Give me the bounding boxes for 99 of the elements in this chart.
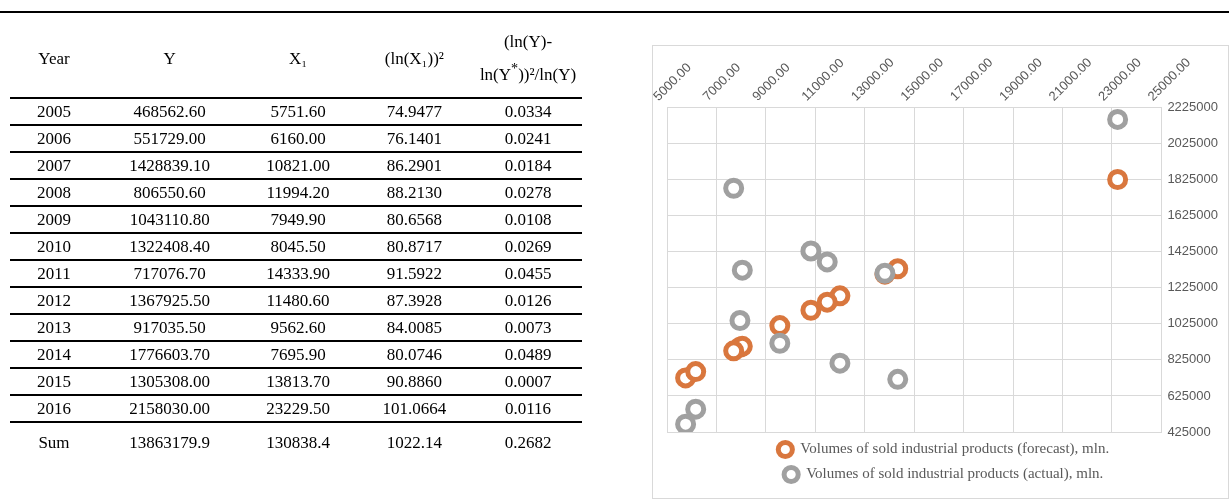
data-label: 0.2682 bbox=[503, 431, 553, 454]
point bbox=[887, 368, 909, 390]
y-tick-label: 2016 bbox=[10, 395, 98, 422]
data-label: 0.0334 bbox=[474, 98, 582, 125]
y-tick-label: 2225000 bbox=[1167, 98, 1219, 114]
y-tick-label: 2013 bbox=[10, 314, 98, 341]
y-tick-label: Sum bbox=[37, 431, 71, 454]
point bbox=[675, 413, 697, 432]
data-label: 1305308.00 bbox=[98, 368, 242, 395]
data-label: 80.0746 bbox=[354, 341, 474, 368]
data-label: 1367925.50 bbox=[98, 287, 242, 314]
data-label: 468562.60 bbox=[98, 98, 242, 125]
data-label: 11480.60 bbox=[241, 287, 355, 314]
point bbox=[723, 177, 745, 199]
data-label: 80.6568 bbox=[354, 206, 474, 233]
data-label: 14333.90 bbox=[241, 260, 355, 287]
y-tick-label: 2006 bbox=[10, 125, 98, 152]
y-tick-label: 825000 bbox=[1167, 351, 1211, 367]
data-label: 0.0455 bbox=[474, 260, 582, 287]
data-label: 13813.70 bbox=[241, 368, 355, 395]
point bbox=[729, 310, 751, 332]
point bbox=[685, 361, 707, 383]
data-label: 7949.90 bbox=[241, 206, 355, 233]
y-tick-label: 2005 bbox=[10, 98, 98, 125]
y-axis-title: Year bbox=[10, 20, 98, 98]
data-label: 91.5922 bbox=[354, 260, 474, 287]
y-tick-label: 2012 bbox=[10, 287, 98, 314]
y-tick-label: 625000 bbox=[1167, 387, 1211, 403]
point bbox=[731, 259, 753, 281]
point bbox=[800, 240, 822, 262]
data-label: 551729.00 bbox=[98, 125, 242, 152]
point bbox=[769, 315, 791, 337]
data-label: 86.2901 bbox=[354, 152, 474, 179]
x-tick-label: (ln(Y)-ln(Y$^{*}$))²/ln(Y) bbox=[474, 20, 582, 98]
y-tick-label: 2007 bbox=[10, 152, 98, 179]
data-label: 23229.50 bbox=[241, 395, 355, 422]
data-label: 7695.90 bbox=[241, 341, 355, 368]
y-tick-label: 2014 bbox=[10, 341, 98, 368]
data-label: 917035.50 bbox=[98, 314, 242, 341]
data-label: 87.3928 bbox=[354, 287, 474, 314]
y-tick-label: 2009 bbox=[10, 206, 98, 233]
data-label: 5751.60 bbox=[241, 98, 355, 125]
y-tick-label: 2008 bbox=[10, 179, 98, 206]
y-tick-label: 1625000 bbox=[1167, 207, 1219, 223]
data-label: 1022.14 bbox=[385, 431, 443, 454]
data-label: 130838.4 bbox=[265, 431, 331, 454]
y-tick-label: 2011 bbox=[10, 260, 98, 287]
data-label: 0.0269 bbox=[474, 233, 582, 260]
point bbox=[769, 332, 791, 354]
y-tick-label: 2010 bbox=[10, 233, 98, 260]
data-label: 0.0108 bbox=[474, 206, 582, 233]
point bbox=[1107, 169, 1129, 191]
y-tick-label: 1825000 bbox=[1167, 171, 1219, 187]
legend-label: Volumes of sold industrial products (forecast), mln. bbox=[800, 440, 1110, 458]
x-tick-label: (ln(X₁))² bbox=[354, 20, 474, 98]
x-tick-label: Y bbox=[98, 20, 242, 98]
data-label: 76.1401 bbox=[354, 125, 474, 152]
data-label: 0.0073 bbox=[474, 314, 582, 341]
y-tick-label: 2025000 bbox=[1167, 135, 1219, 151]
data-label: 0.0126 bbox=[474, 287, 582, 314]
data-label: 84.0085 bbox=[354, 314, 474, 341]
x-tick-label: X₁ bbox=[241, 20, 355, 98]
data-label: 0.0184 bbox=[474, 152, 582, 179]
y-tick-label: 1025000 bbox=[1167, 315, 1219, 331]
data-label: 101.0664 bbox=[354, 395, 474, 422]
data-label: 8045.50 bbox=[241, 233, 355, 260]
data-label: 2158030.00 bbox=[98, 395, 242, 422]
point bbox=[816, 251, 838, 273]
data-label: 80.8717 bbox=[354, 233, 474, 260]
data-label: 10821.00 bbox=[241, 152, 355, 179]
data-label: 6160.00 bbox=[241, 125, 355, 152]
data-label: 90.8860 bbox=[354, 368, 474, 395]
y-tick-label: 425000 bbox=[1167, 423, 1211, 439]
data-label: 1776603.70 bbox=[98, 341, 242, 368]
data-label: 0.0278 bbox=[474, 179, 582, 206]
data-label: 74.9477 bbox=[354, 98, 474, 125]
data-label: 1043110.80 bbox=[98, 206, 242, 233]
data-label: 9562.60 bbox=[241, 314, 355, 341]
y-tick-label: 2015 bbox=[10, 368, 98, 395]
point bbox=[829, 352, 851, 374]
data-label: 1322408.40 bbox=[98, 233, 242, 260]
point bbox=[800, 299, 822, 321]
data-label: 806550.60 bbox=[98, 179, 242, 206]
data-label: 88.2130 bbox=[354, 179, 474, 206]
point bbox=[1107, 108, 1129, 130]
data-label: 0.0007 bbox=[474, 368, 582, 395]
data-label: 11994.20 bbox=[241, 179, 355, 206]
y-tick-label: 1225000 bbox=[1167, 279, 1219, 295]
point bbox=[723, 340, 745, 362]
data-label: 0.0116 bbox=[474, 395, 582, 422]
legend-label: Volumes of sold industrial products (actual), mln. bbox=[806, 465, 1104, 483]
data-label: 1428839.10 bbox=[98, 152, 242, 179]
point bbox=[685, 398, 707, 420]
data-label: 0.0489 bbox=[474, 341, 582, 368]
data-label: 0.0241 bbox=[474, 125, 582, 152]
y-tick-label: 1425000 bbox=[1167, 243, 1219, 259]
data-label: 717076.70 bbox=[98, 260, 242, 287]
point bbox=[816, 291, 838, 313]
data-label: 13863179.9 bbox=[128, 431, 212, 454]
